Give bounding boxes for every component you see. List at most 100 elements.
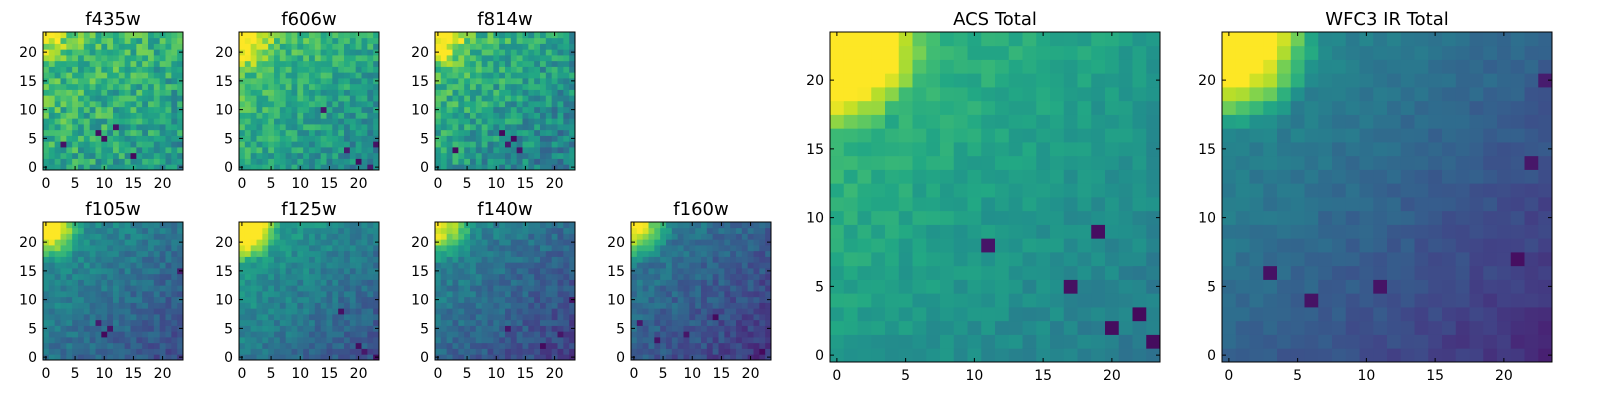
heatmap-cell — [349, 32, 357, 39]
heatmap-cell — [522, 147, 529, 154]
heatmap-cell — [244, 158, 252, 165]
heatmap-cell — [759, 239, 766, 246]
heatmap-cell — [83, 147, 91, 154]
heatmap-cell — [60, 222, 67, 229]
heatmap-cell — [464, 308, 471, 315]
heatmap-cell — [1132, 73, 1147, 88]
heatmap-cell — [1063, 59, 1078, 74]
heatmap-cell — [736, 285, 743, 292]
heatmap-cell — [1373, 348, 1388, 363]
heatmap-cell — [551, 55, 558, 62]
heatmap-cell — [165, 101, 172, 108]
heatmap-cell — [660, 308, 667, 315]
heatmap-cell — [113, 331, 120, 338]
heatmap-cell — [349, 89, 357, 96]
heatmap-cell — [510, 308, 518, 315]
heatmap-cell — [291, 89, 298, 96]
heatmap-cell — [528, 262, 535, 269]
heatmap-cell — [250, 239, 257, 246]
heatmap-cell — [487, 152, 494, 159]
heatmap-cell — [256, 319, 263, 326]
heatmap-cell — [510, 158, 518, 165]
heatmap-cell — [349, 337, 357, 344]
heatmap-cell — [54, 325, 61, 332]
heatmap-cell — [349, 222, 357, 229]
heatmap-cell — [505, 37, 512, 44]
heatmap-cell — [130, 124, 137, 131]
heatmap-cell — [153, 152, 161, 159]
heatmap-cell — [83, 135, 91, 142]
heatmap-cell — [309, 135, 316, 142]
heatmap-cell — [250, 60, 257, 67]
heatmap-cell — [981, 32, 996, 47]
heatmap-cell — [545, 279, 553, 286]
heatmap-cell — [677, 227, 684, 234]
heatmap-cell — [718, 256, 725, 263]
heatmap-cell — [683, 250, 690, 257]
heatmap-cell — [355, 302, 362, 309]
heatmap-cell — [683, 245, 690, 252]
heatmap-cell — [250, 273, 257, 280]
heatmap-cell — [314, 245, 322, 252]
heatmap-cell — [95, 37, 102, 44]
heatmap-cell — [83, 348, 91, 355]
heatmap-cell — [1077, 293, 1092, 308]
heatmap-cell — [279, 233, 287, 240]
heatmap-cell — [367, 291, 374, 298]
heatmap-cell — [367, 89, 374, 96]
heatmap-cell — [54, 256, 61, 263]
heatmap-cell — [701, 325, 708, 332]
heatmap-cell — [171, 101, 178, 108]
heatmap-cell — [967, 87, 982, 102]
heatmap-cell — [1077, 265, 1092, 280]
heatmap-cell — [499, 158, 506, 165]
heatmap-cell — [78, 72, 85, 79]
heatmap-cell — [724, 273, 731, 280]
heatmap-cell — [256, 354, 263, 361]
heatmap-cell — [487, 302, 494, 309]
heatmap-cell — [660, 285, 667, 292]
heatmap-cell — [953, 73, 968, 88]
heatmap-cell — [159, 49, 166, 56]
heatmap-cell — [654, 342, 661, 349]
heatmap-cell — [1146, 114, 1161, 129]
x-tick-label: 20 — [154, 176, 172, 192]
heatmap-cell — [458, 55, 465, 62]
heatmap-cell — [355, 89, 362, 96]
heatmap-cell — [279, 78, 287, 85]
heatmap-cell — [435, 141, 442, 148]
heatmap-cell — [373, 279, 380, 286]
heatmap-cell — [885, 307, 900, 322]
heatmap-cell — [545, 112, 553, 119]
heatmap-cell — [551, 129, 558, 136]
heatmap-cell — [516, 222, 523, 229]
heatmap-cell — [435, 245, 442, 252]
heatmap-cell — [279, 164, 287, 171]
heatmap-cell — [516, 314, 523, 321]
heatmap-cell — [332, 331, 339, 338]
heatmap-cell — [493, 60, 500, 67]
heatmap-cell — [1400, 348, 1415, 363]
heatmap-cell — [89, 129, 96, 136]
heatmap-cell — [355, 262, 362, 269]
heatmap-cell — [1008, 87, 1023, 102]
heatmap-cell — [349, 55, 357, 62]
heatmap-cell — [470, 32, 477, 39]
heatmap-cell — [83, 78, 91, 85]
heatmap-cell — [72, 83, 79, 90]
heatmap-cell — [1091, 210, 1106, 225]
heatmap-cell — [912, 73, 927, 88]
heatmap-cell — [1008, 307, 1023, 322]
heatmap-cell — [89, 95, 96, 102]
heatmap-cell — [1118, 128, 1133, 143]
heatmap-cell — [262, 325, 269, 332]
heatmap-cell — [344, 89, 351, 96]
heatmap-cell — [759, 250, 766, 257]
heatmap-cell — [60, 308, 67, 315]
heatmap-cell — [177, 141, 184, 148]
heatmap-cell — [967, 265, 982, 280]
heatmap-cell — [458, 354, 465, 361]
heatmap-cell — [107, 106, 114, 113]
heatmap-cell — [118, 354, 126, 361]
heatmap-cell — [953, 307, 968, 322]
